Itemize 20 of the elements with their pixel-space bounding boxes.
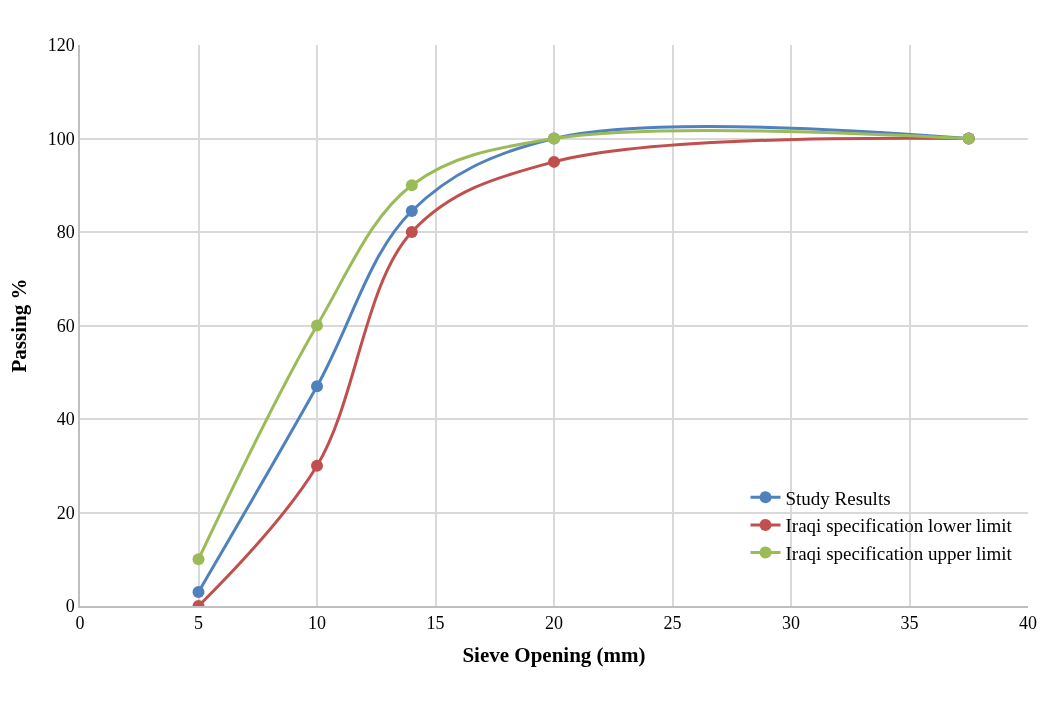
x-tick-label: 40: [1019, 613, 1037, 634]
legend-label: Iraqi specification upper limit: [785, 543, 1013, 564]
y-tick-label: 60: [56, 315, 75, 336]
y-tick-label: 40: [56, 409, 75, 430]
x-tick-label: 30: [782, 613, 800, 634]
x-axis-title: Sieve Opening (mm): [462, 643, 646, 668]
y-tick-label: 80: [56, 222, 75, 243]
x-tick-label: 10: [308, 613, 326, 634]
y-tick-label: 120: [47, 35, 75, 56]
x-tick-label: 35: [900, 613, 919, 634]
legend-label: Iraqi specification lower limit: [785, 515, 1013, 537]
x-tick-label: 15: [426, 613, 445, 634]
x-tick-label: 20: [545, 613, 563, 634]
x-tick-label: 25: [663, 613, 682, 634]
x-tick-label: 5: [194, 613, 203, 634]
y-tick-label: 0: [65, 596, 75, 617]
y-axis-title: Passing %: [7, 278, 32, 373]
y-tick-label: 20: [56, 502, 75, 523]
y-tick-label: 100: [47, 128, 75, 149]
legend-label: Study Results: [785, 487, 891, 509]
